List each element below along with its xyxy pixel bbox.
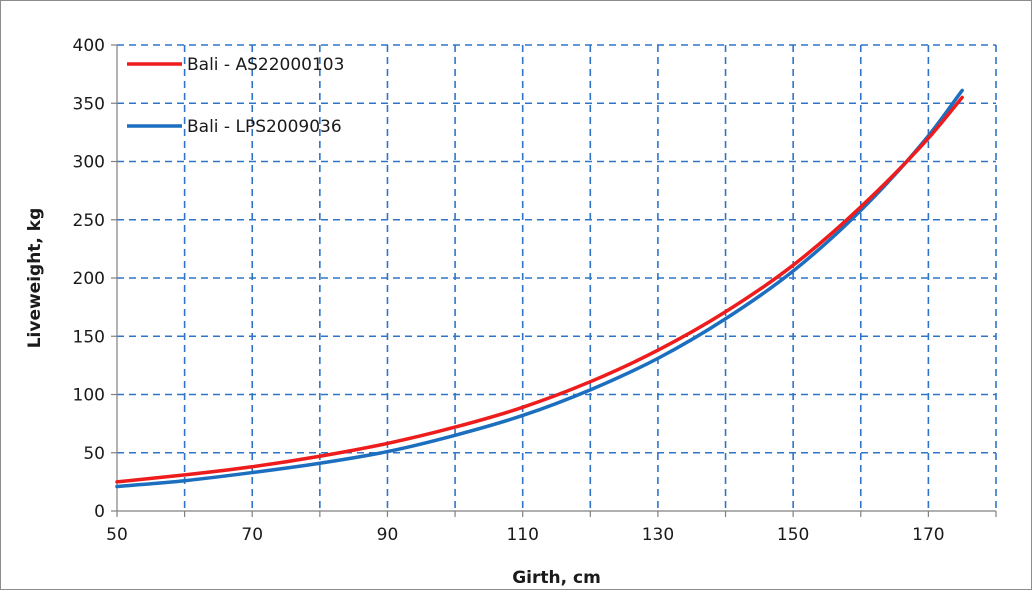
y-tick-label: 200 — [73, 269, 105, 289]
x-tick-label: 90 — [377, 525, 399, 545]
y-tick-label: 0 — [94, 502, 105, 522]
x-axis-title: Girth, cm — [512, 568, 601, 588]
y-axis-title: Liveweight, kg — [25, 208, 45, 349]
legend-label-series-1: Bali - AS22000103 — [187, 55, 344, 75]
y-tick-label: 150 — [73, 327, 105, 347]
x-tick-label: 150 — [777, 525, 809, 545]
x-tick-label: 50 — [106, 525, 128, 545]
y-tick-label: 400 — [73, 36, 105, 56]
legend-label-series-2: Bali - LPS2009036 — [187, 117, 342, 137]
y-tick-label: 350 — [73, 94, 105, 114]
y-tick-label: 50 — [83, 444, 105, 464]
axes — [111, 44, 997, 517]
series-line-1 — [115, 95, 964, 484]
grid — [117, 44, 997, 511]
x-tick-label: 170 — [912, 525, 944, 545]
y-tick-label: 300 — [73, 153, 105, 173]
x-tick-label: 110 — [506, 525, 538, 545]
x-tick-label: 70 — [241, 525, 263, 545]
series-lines — [115, 88, 964, 489]
legend: Bali - AS22000103 Bali - LPS2009036 — [127, 55, 344, 137]
series-line-2 — [115, 88, 964, 489]
y-tick-label: 100 — [73, 386, 105, 406]
x-tick-label: 130 — [642, 525, 674, 545]
y-tick-label: 250 — [73, 211, 105, 231]
